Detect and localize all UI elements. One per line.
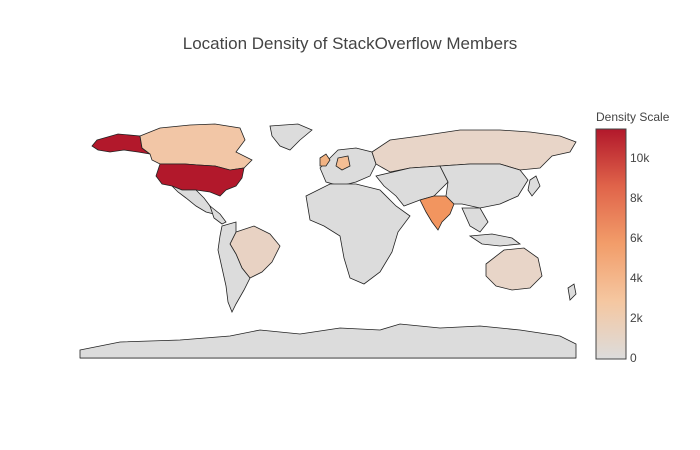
- colorbar-tick-6k: 6k: [630, 231, 643, 245]
- region-india[interactable]: [419, 195, 455, 231]
- region-canada[interactable]: [139, 123, 253, 171]
- region-indonesia[interactable]: [468, 233, 522, 247]
- colorbar-tick-2k: 2k: [630, 311, 643, 325]
- region-new-zealand[interactable]: [567, 283, 577, 301]
- region-alaska[interactable]: [91, 133, 151, 155]
- region-united-kingdom[interactable]: [319, 153, 331, 167]
- colorbar-tick-4k: 4k: [630, 271, 643, 285]
- colorbar-tick-10k: 10k: [630, 151, 650, 165]
- colorbar-tick-0: 0: [630, 351, 637, 365]
- region-central-america[interactable]: [209, 204, 227, 225]
- region-japan[interactable]: [527, 175, 541, 197]
- region-australia[interactable]: [485, 247, 543, 291]
- colorbar-tick-8k: 8k: [630, 191, 643, 205]
- chart-title: Location Density of StackOverflow Member…: [182, 34, 518, 53]
- region-china[interactable]: [439, 163, 529, 209]
- region-southeast-asia[interactable]: [461, 207, 489, 233]
- colorbar-title: Density Scale: [596, 110, 670, 124]
- colorbar: [595, 128, 627, 360]
- region-greenland[interactable]: [269, 123, 313, 151]
- region-antarctica[interactable]: [79, 323, 577, 359]
- region-south-america-west[interactable]: [217, 221, 251, 313]
- region-germany[interactable]: [335, 155, 351, 171]
- region-africa[interactable]: [305, 183, 411, 285]
